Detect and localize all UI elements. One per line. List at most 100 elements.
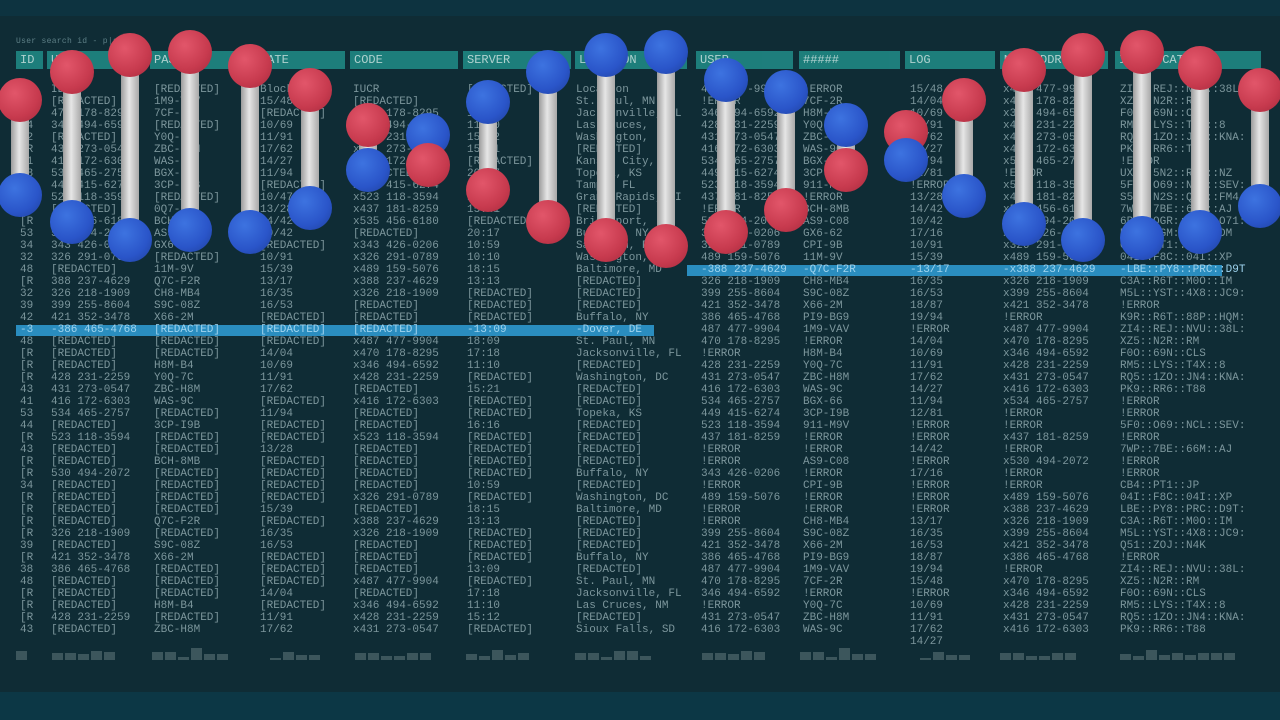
table-cell: [REDACTED]: [576, 480, 643, 492]
table-cell: 534 465-2757: [701, 156, 781, 168]
hl-pass: [REDACTED]: [154, 324, 221, 336]
table-cell: 437 181-8259: [701, 432, 781, 444]
table-cell: PK9::RR6::T88: [1120, 624, 1206, 636]
table-cell: 15/48: [260, 96, 294, 108]
table-cell: x326 291-0789: [353, 492, 439, 504]
table-cell: x431 273-0547: [353, 624, 439, 636]
table-cell: x489 159-5076: [1003, 492, 1089, 504]
hl-user: -386 465-4768: [51, 324, 137, 336]
molecule-atom-red: [584, 218, 628, 262]
highlight-row-right[interactable]: [687, 265, 1222, 276]
molecule-atom-red: [0, 78, 42, 122]
molecule-atom-red: [1238, 68, 1280, 112]
search-label: User search id - p|s: [16, 37, 119, 46]
table-cell: [R: [20, 504, 34, 516]
table-cell: [REDACTED]: [576, 564, 643, 576]
table-cell: 16:16: [467, 420, 501, 432]
table-cell: x470 178-8295: [353, 348, 439, 360]
molecule-atom-blue: [644, 30, 688, 74]
table-cell: 489 159-5076: [701, 492, 781, 504]
table-cell: X66-2M: [803, 300, 843, 312]
table-cell: 14/04: [260, 348, 294, 360]
molecule-atom-red: [1178, 46, 1222, 90]
hl-code: [REDACTED]: [353, 324, 420, 336]
table-cell: [REDACTED]: [576, 432, 643, 444]
bar-indicator-mac: [1000, 646, 1076, 660]
table-cell: !ERROR: [1120, 432, 1160, 444]
table-cell: [REDACTED]: [260, 480, 327, 492]
table-cell: 43: [20, 624, 34, 636]
header-code[interactable]: CODE: [350, 51, 458, 69]
table-cell: !ERROR: [803, 588, 843, 600]
table-cell: !ERROR: [910, 420, 950, 432]
table-cell: [REDACTED]: [51, 360, 118, 372]
table-cell: 421 352-3478: [701, 300, 781, 312]
table-cell: [REDACTED]: [154, 564, 221, 576]
table-cell: [REDACTED]: [467, 288, 534, 300]
table-cell: x489 159-5076: [353, 264, 439, 276]
table-cell: 17:18: [467, 348, 501, 360]
table-cell: 7CF-2R: [803, 96, 843, 108]
bar-indicator-hash: [800, 646, 876, 660]
molecule-atom-blue: [1238, 184, 1280, 228]
table-cell: 523 118-3594: [701, 180, 781, 192]
table-cell: x346 494-6592: [353, 600, 439, 612]
table-cell: x399 255-8604: [1003, 288, 1089, 300]
table-cell: 11:10: [467, 120, 533, 132]
table-cell: [R: [20, 348, 34, 360]
table-cell: 17/62: [260, 144, 294, 156]
table-cell: x346 494-6592: [1003, 348, 1089, 360]
table-cell: [REDACTED]: [576, 540, 643, 552]
table-cell: Washington, DC: [576, 372, 669, 384]
table-cell: BCH-8MB: [803, 204, 850, 216]
table-cell: 534 465-2757: [701, 396, 781, 408]
table-cell: 39: [20, 300, 34, 312]
table-cell: !ERROR: [1003, 408, 1043, 420]
table-cell: 44: [20, 420, 34, 432]
table-cell: 530 494-2072: [51, 468, 131, 480]
table-cell: [REDACTED]: [353, 456, 420, 468]
highlight-row-left[interactable]: [16, 325, 654, 336]
table-cell: 326 218-1909: [701, 276, 781, 288]
table-cell: LBE::PY8::PRC::D9T:: [1120, 504, 1246, 516]
table-cell: [REDACTED]: [51, 588, 118, 600]
table-cell: 13:13: [467, 276, 501, 288]
header-id[interactable]: ID: [16, 51, 43, 69]
table-cell: 15/39: [260, 504, 294, 516]
molecule-bond: [657, 52, 675, 246]
table-cell: 10/69: [260, 120, 294, 132]
table-cell: [R: [20, 588, 34, 600]
table-cell: 11/91: [910, 360, 944, 372]
molecule-bond: [597, 55, 615, 240]
table-cell: 18:15: [467, 264, 501, 276]
table-cell: 16/35: [260, 528, 294, 540]
molecule-atom-blue: [228, 210, 272, 254]
table-cell: 43: [20, 444, 34, 456]
table-cell: [R: [20, 360, 34, 372]
table-cell: 13/28: [260, 444, 294, 456]
table-cell: [REDACTED]: [260, 576, 327, 588]
table-cell: [REDACTED]: [576, 456, 643, 468]
table-cell: ZBC-H8M: [154, 624, 201, 636]
molecule-atom-blue: [764, 70, 808, 114]
table-cell: S9C-08Z: [803, 528, 850, 540]
header-hash[interactable]: #####: [799, 51, 900, 69]
molecule-atom-red: [1061, 33, 1105, 77]
table-cell: !ERROR: [1003, 444, 1043, 456]
table-cell: RM5::LYS::T4X::8: [1120, 360, 1226, 372]
table-cell: 14/04: [260, 588, 294, 600]
table-cell: x428 231-2259: [353, 612, 439, 624]
molecule-atom-red: [466, 168, 510, 212]
table-cell: C3A::R6T::M0O::IM: [1120, 516, 1233, 528]
table-cell: [REDACTED]: [51, 264, 118, 276]
molecule-atom-blue: [466, 80, 510, 124]
table-cell: [REDACTED]: [260, 396, 327, 408]
molecule-atom-red: [942, 78, 986, 122]
molecule-bond: [539, 72, 557, 222]
table-cell: !ERROR: [803, 336, 843, 348]
table-cell: WAS-9C: [803, 384, 843, 396]
table-cell: 16/53: [260, 540, 294, 552]
header-log[interactable]: LOG: [905, 51, 995, 69]
table-cell: Y0Q-7C: [154, 372, 194, 384]
table-cell: [REDACTED]: [51, 492, 118, 504]
